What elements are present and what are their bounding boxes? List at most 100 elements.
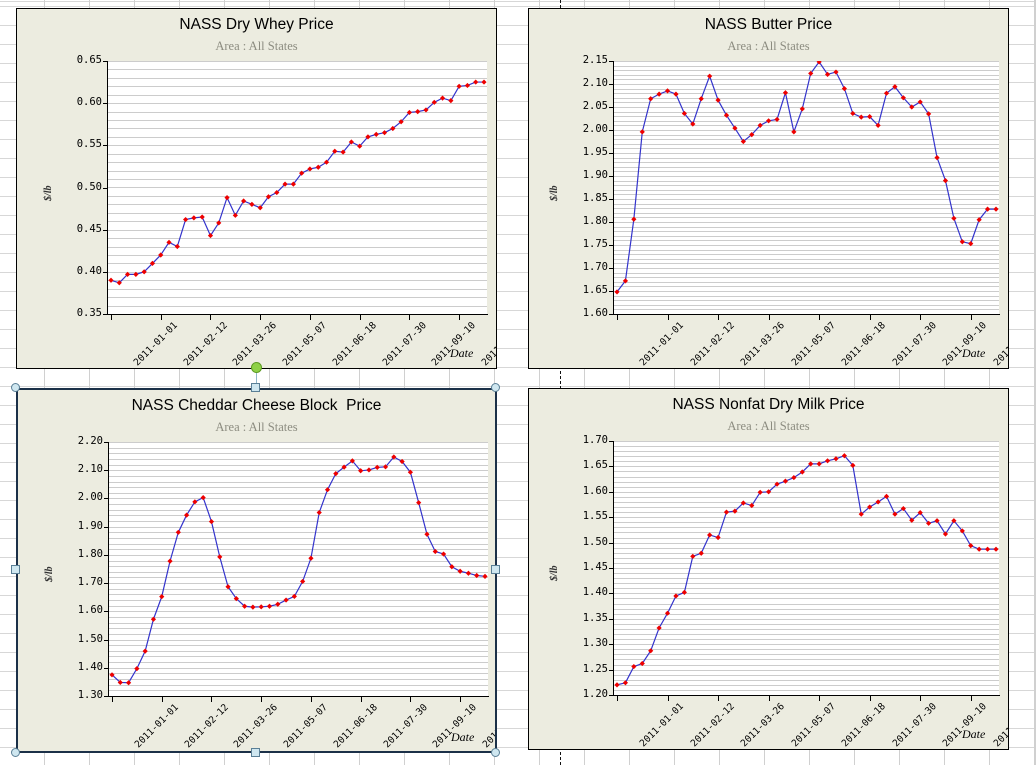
- y-axis-tick-label: 1.75: [582, 238, 608, 250]
- y-axis-tick-label: 1.70: [77, 576, 103, 589]
- x-axis-tick-mark: [819, 315, 820, 320]
- data-point-marker: [448, 98, 454, 104]
- x-axis-line: [107, 314, 488, 315]
- data-point-marker: [199, 214, 205, 220]
- x-axis-tick-mark: [112, 697, 113, 702]
- data-point-marker: [875, 499, 881, 505]
- data-point-marker: [439, 95, 446, 101]
- data-point-marker: [125, 680, 132, 686]
- x-axis-tick-mark: [410, 697, 411, 702]
- x-axis-tick-mark: [617, 315, 618, 320]
- data-point-marker: [723, 112, 730, 118]
- y-axis-tick-mark: [103, 145, 108, 146]
- data-point-marker: [850, 110, 856, 117]
- resize-handle-middle-right[interactable]: [491, 565, 500, 574]
- chart-nonfat-dry-milk[interactable]: NASS Nonfat Dry Milk Price Area : All St…: [528, 388, 1009, 750]
- data-point-marker: [382, 464, 389, 470]
- y-axis-tick-label: 0.35: [76, 307, 102, 319]
- x-axis-tick-mark: [162, 697, 163, 702]
- y-axis-tick-mark: [609, 466, 614, 467]
- data-point-marker: [158, 252, 164, 258]
- y-axis-label: $/lb: [44, 566, 55, 582]
- resize-handle-top-right[interactable]: [491, 383, 500, 392]
- resize-handle-bottom-right[interactable]: [491, 748, 500, 757]
- data-point-marker: [283, 597, 289, 603]
- y-axis-tick-mark: [609, 245, 614, 246]
- x-axis-tick-mark: [161, 315, 162, 320]
- plot-svg: [109, 442, 488, 691]
- y-axis-tick-label: 1.60: [582, 484, 608, 497]
- x-axis-tick-label: 2011-05-07: [280, 320, 330, 369]
- data-point-marker: [166, 239, 172, 245]
- rotation-handle[interactable]: [251, 362, 262, 373]
- x-axis-tick-mark: [769, 696, 770, 701]
- data-point-marker: [424, 531, 430, 537]
- data-point-marker: [224, 195, 230, 201]
- y-axis-tick-mark: [103, 103, 108, 104]
- data-point-marker: [841, 453, 847, 459]
- resize-handle-bottom-center[interactable]: [251, 748, 260, 757]
- data-point-marker: [883, 90, 890, 96]
- resize-handle-bottom-left[interactable]: [11, 748, 20, 757]
- chart-title: NASS Cheddar Cheese Block Price: [131, 397, 382, 414]
- y-axis-tick-mark: [104, 527, 109, 528]
- y-axis-tick-mark: [609, 441, 614, 442]
- chart-subtitle: Area : All States: [727, 39, 810, 53]
- y-axis-tick-mark: [609, 695, 614, 696]
- resize-handle-top-center[interactable]: [251, 383, 260, 392]
- data-point-marker: [951, 215, 957, 221]
- x-axis-tick-mark: [459, 315, 460, 320]
- data-point-marker: [415, 109, 421, 115]
- data-point-marker: [232, 212, 238, 218]
- y-axis-tick-label: 1.65: [582, 459, 608, 472]
- resize-handle-middle-left[interactable]: [11, 565, 20, 574]
- data-point-marker: [631, 663, 637, 670]
- y-axis-tick-label: 1.60: [582, 307, 608, 319]
- y-axis-tick-label: 1.40: [77, 660, 103, 673]
- x-axis-tick-mark: [819, 696, 820, 701]
- plot-area: [614, 61, 999, 314]
- y-axis-tick-label: 1.35: [582, 611, 608, 624]
- chart-butter[interactable]: NASS Butter Price Area : All States $/lb…: [528, 8, 1009, 369]
- chart-cheddar-cheese-block[interactable]: NASS Cheddar Cheese Block Price Area : A…: [16, 388, 497, 753]
- x-axis-tick-label: 2011-01-01: [132, 702, 181, 751]
- y-axis-tick-mark: [609, 199, 614, 200]
- data-point-marker: [858, 114, 864, 120]
- y-axis-tick-label: 2.20: [77, 435, 103, 447]
- x-axis-tick-mark: [211, 697, 212, 702]
- x-axis-tick-mark: [111, 315, 112, 320]
- x-axis-tick-label: 2011-07-30: [890, 701, 939, 750]
- data-point-marker: [366, 467, 372, 473]
- y-axis-tick-label: 2.15: [582, 54, 608, 66]
- x-axis-tick-label: 2011-03-26: [232, 702, 281, 751]
- data-point-marker: [258, 604, 264, 610]
- data-point-marker: [457, 568, 463, 574]
- data-point-marker: [192, 499, 198, 505]
- x-axis-tick-mark: [668, 315, 669, 320]
- chart-dry-whey[interactable]: NASS Dry Whey Price Area : All States $/…: [16, 8, 497, 369]
- y-axis-tick-label: 1.70: [582, 434, 608, 446]
- data-point-marker: [715, 97, 721, 103]
- data-point-marker: [482, 573, 488, 579]
- data-point-marker: [308, 555, 314, 561]
- x-axis-line: [613, 695, 1000, 696]
- page-break-line: [560, 0, 561, 765]
- data-point-marker: [614, 289, 620, 295]
- data-point-marker: [892, 84, 898, 90]
- data-point-marker: [456, 83, 462, 89]
- data-point-marker: [959, 239, 965, 245]
- data-point-marker: [926, 111, 932, 117]
- resize-handle-top-left[interactable]: [11, 383, 20, 392]
- y-axis-tick-mark: [609, 314, 614, 315]
- data-point-marker: [315, 164, 321, 170]
- data-point-marker: [984, 206, 991, 212]
- data-point-marker: [390, 125, 396, 132]
- y-axis-tick-mark: [103, 272, 108, 273]
- y-axis-label: $/lb: [43, 185, 54, 201]
- x-axis-tick-label: 2011-10-22: [991, 701, 1009, 750]
- y-axis-tick-label: 1.55: [582, 510, 608, 523]
- x-axis-tick-mark: [361, 697, 362, 702]
- data-point-marker: [698, 96, 704, 102]
- y-axis-tick-label: 1.50: [77, 632, 103, 645]
- y-axis-tick-label: 1.30: [582, 637, 608, 650]
